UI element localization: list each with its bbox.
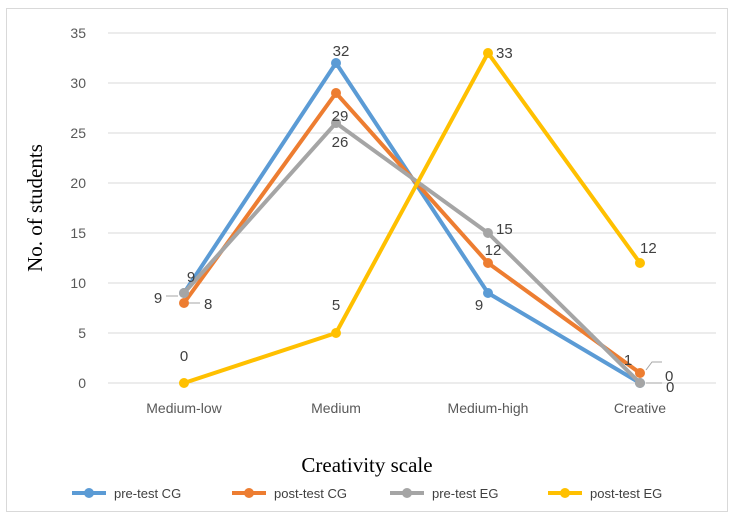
x-tick-label: Medium-high	[448, 400, 529, 416]
data-label: 9	[475, 297, 483, 314]
data-label: 26	[332, 134, 349, 151]
y-tick-label: 35	[70, 25, 86, 41]
data-label: 32	[333, 43, 350, 60]
legend-item: post-test EG	[548, 486, 662, 501]
data-label: 29	[332, 108, 349, 125]
legend-label: post-test CG	[274, 486, 347, 501]
data-label: 8	[204, 296, 212, 313]
legend: pre-test CG post-test CG pre-test EG post-t…	[72, 486, 662, 501]
data-label: 9	[187, 269, 195, 286]
y-tick-label: 10	[70, 275, 86, 291]
data-point	[331, 58, 341, 68]
leader-lines	[166, 295, 662, 384]
chart-frame	[6, 8, 728, 512]
data-point	[331, 88, 341, 98]
x-tick-label: Medium	[311, 400, 361, 416]
x-tick-labels: Medium-low Medium Medium-high Creative	[146, 400, 666, 416]
y-tick-label: 15	[70, 225, 86, 241]
series-lines	[182, 51, 642, 385]
data-label: 33	[496, 45, 513, 62]
data-point	[483, 258, 493, 268]
data-point	[483, 288, 493, 298]
y-tick-label: 0	[78, 375, 86, 391]
data-label: 0	[665, 368, 673, 385]
x-tick-label: Creative	[614, 400, 666, 416]
data-label: 12	[485, 242, 502, 259]
legend-item: post-test CG	[232, 486, 347, 501]
legend-swatch-marker	[560, 488, 570, 498]
legend-item: pre-test EG	[390, 486, 498, 501]
y-axis-title: No. of students	[23, 144, 47, 272]
x-tick-label: Medium-low	[146, 400, 222, 416]
y-tick-label: 25	[70, 125, 86, 141]
data-point	[635, 258, 645, 268]
data-label: 5	[332, 297, 340, 314]
data-label: 0	[180, 348, 188, 365]
y-tick-label: 5	[78, 325, 86, 341]
legend-label: post-test EG	[590, 486, 662, 501]
y-tick-label: 20	[70, 175, 86, 191]
data-label: 1	[624, 352, 632, 369]
legend-label: pre-test EG	[432, 486, 498, 501]
series-line	[182, 61, 642, 385]
legend-swatch-marker	[84, 488, 94, 498]
legend-swatch-marker	[402, 488, 412, 498]
series-line	[182, 121, 642, 385]
legend-label: pre-test CG	[114, 486, 181, 501]
data-point	[483, 48, 493, 58]
series-line	[182, 51, 642, 385]
data-point	[179, 298, 189, 308]
y-tick-label: 30	[70, 75, 86, 91]
legend-swatch-marker	[244, 488, 254, 498]
series-points	[179, 48, 645, 388]
data-point	[331, 118, 341, 128]
data-point	[635, 378, 645, 388]
data-label: 12	[640, 240, 657, 257]
y-tick-labels: 0 5 10 15 20 25 30 35	[70, 25, 86, 391]
leader-line	[645, 361, 662, 371]
data-point	[179, 378, 189, 388]
gridlines	[108, 32, 716, 384]
data-label: 15	[496, 221, 513, 238]
data-point	[483, 228, 493, 238]
data-point	[331, 328, 341, 338]
legend-item: pre-test CG	[72, 486, 181, 501]
data-label: 0	[666, 379, 674, 396]
data-label: 9	[154, 290, 162, 307]
data-point	[635, 368, 645, 378]
x-axis-title: Creativity scale	[301, 453, 432, 477]
data-point	[179, 288, 189, 298]
